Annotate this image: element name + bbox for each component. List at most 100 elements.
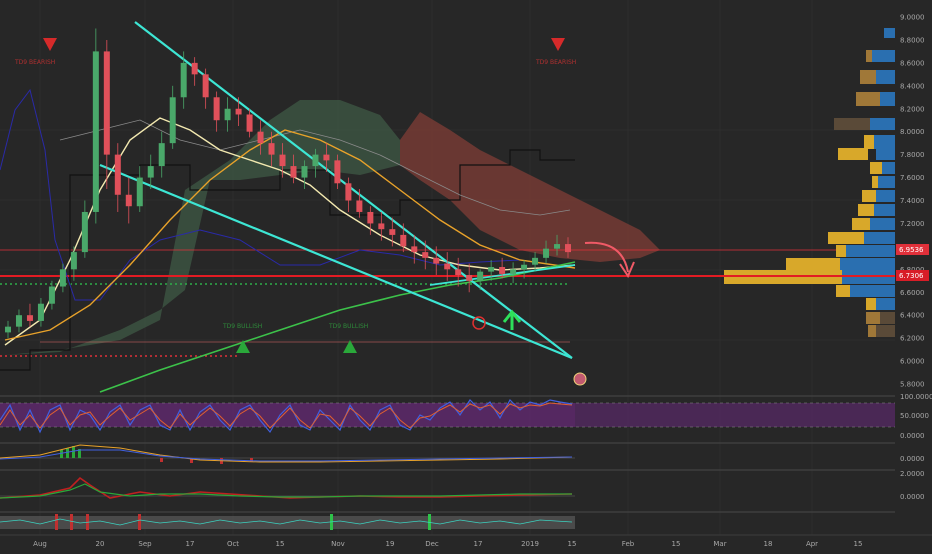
candle [510, 262, 517, 284]
candle [48, 280, 55, 310]
candle-body [323, 154, 330, 161]
candle-body [488, 267, 495, 272]
candle [224, 97, 231, 132]
red-curved-arrow [584, 241, 635, 279]
candle [543, 240, 550, 264]
candle-body [48, 286, 55, 304]
candle [246, 108, 253, 138]
candle [455, 257, 462, 287]
price-tick-label: 7.4000 [900, 197, 925, 205]
red-circle-marker [472, 316, 486, 330]
volatility-pane [0, 511, 895, 530]
x-tick-label: Dec [425, 540, 439, 548]
candle-body [81, 211, 88, 253]
candle [312, 148, 319, 178]
candle [5, 320, 11, 339]
price-axis: 9.0000 8.8000 8.6000 8.4000 8.2000 8.0000 7.80… [900, 14, 925, 389]
candle [180, 51, 187, 109]
blue-line [0, 88, 521, 301]
candle-body [257, 131, 264, 144]
candle [532, 252, 539, 272]
svg-text:0.0000: 0.0000 [900, 455, 925, 463]
candle-body [224, 108, 231, 121]
candle-body [301, 166, 308, 178]
green-up-arrow [502, 309, 522, 330]
candle-body [26, 315, 33, 321]
ma-green [99, 261, 576, 393]
candle-body [279, 154, 286, 167]
candle [499, 257, 506, 279]
bearish-triangle-2 [551, 38, 565, 51]
cloud-green [5, 100, 400, 355]
x-tick-label: 2019 [521, 540, 539, 548]
candle-body [455, 269, 462, 276]
x-tick-label: 17 [186, 540, 195, 548]
annotation-bearish-1: TD9 BEARISH [14, 59, 55, 66]
candle [433, 246, 440, 276]
candle-body [411, 246, 418, 253]
price-tick-label: 6.2000 [900, 335, 925, 343]
candle-body [378, 223, 385, 230]
candle-body [532, 257, 539, 265]
x-axis: Aug 20 Sep 17 Oct 15 Nov 19 Dec 17 2019 15 Feb 15 Mar 1… [33, 540, 862, 548]
candle [92, 28, 99, 224]
candle-body [565, 244, 571, 253]
candles [5, 28, 571, 339]
x-tick-label: 15 [854, 540, 863, 548]
price-tick-label: 7.8000 [900, 151, 925, 159]
candle-body [334, 160, 341, 184]
candle [202, 68, 209, 109]
candle-body [125, 194, 132, 207]
price-tick-label: 5.8000 [900, 381, 925, 389]
candle [466, 263, 473, 293]
candle-body [466, 275, 473, 281]
candle [59, 263, 66, 293]
candle-body [246, 114, 253, 132]
candle-body [169, 97, 176, 144]
price-tick-label: 6.0000 [900, 358, 925, 366]
candle-body [147, 166, 154, 178]
candle-body [499, 267, 506, 274]
candle [81, 200, 88, 258]
candle-body [114, 154, 121, 195]
price-tag-1 [896, 244, 929, 255]
x-tick-label: 15 [568, 540, 577, 548]
candle [70, 246, 77, 281]
price-tick-label: 9.0000 [900, 14, 925, 22]
x-tick-label: Feb [622, 540, 635, 548]
candle [334, 154, 341, 190]
bullish-triangle-1 [236, 340, 250, 353]
candle [411, 234, 418, 264]
candle [290, 154, 297, 184]
x-tick-label: Oct [227, 540, 239, 548]
stoch-rsi-pane: 100.0000 50.0000 0.0000 [0, 393, 932, 440]
candle-body [136, 177, 143, 207]
candle [213, 91, 220, 132]
candle-body [15, 315, 22, 327]
candle [477, 269, 484, 290]
candle-body [235, 108, 242, 115]
momentum-pane: 2.0000 0.0000 [0, 469, 925, 501]
price-tag-2 [896, 270, 929, 281]
candle-body [268, 143, 275, 155]
candle [15, 309, 22, 333]
candle-body [70, 252, 77, 270]
price-tick-label: 8.2000 [900, 105, 925, 113]
candle [103, 39, 110, 190]
candle-body [59, 269, 66, 287]
x-tick-label: 15 [672, 540, 681, 548]
candle-body [213, 97, 220, 121]
candle-body [37, 303, 44, 321]
annotation-bullish-2: TD9 BULLISH [328, 323, 368, 330]
x-tick-label: Apr [806, 540, 818, 548]
bearish-triangle-1 [43, 38, 57, 51]
candle-body [477, 271, 484, 281]
candle-body [312, 154, 319, 167]
price-tag-1-label: 6.9536 [899, 246, 924, 254]
candle [169, 85, 176, 149]
candle [125, 177, 132, 224]
price-tick-label: 7.6000 [900, 174, 925, 182]
candle [191, 57, 198, 86]
x-tick-label: 20 [96, 540, 105, 548]
